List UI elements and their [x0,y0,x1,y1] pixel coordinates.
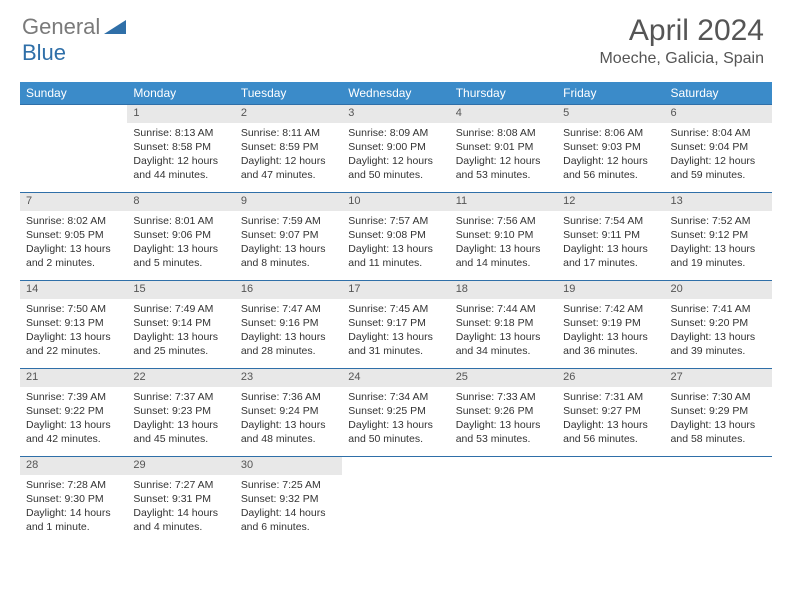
day-cell [665,475,772,545]
day-number: 28 [20,457,127,475]
weekday-header: Wednesday [342,82,449,105]
logo-blue-wrap: Blue [22,40,66,66]
day-number-row: 14151617181920 [20,281,772,299]
day-content-row: Sunrise: 7:50 AMSunset: 9:13 PMDaylight:… [20,299,772,369]
location: Moeche, Galicia, Spain [599,50,764,68]
day-cell: Sunrise: 7:39 AMSunset: 9:22 PMDaylight:… [20,387,127,457]
day-content-row: Sunrise: 8:02 AMSunset: 9:05 PMDaylight:… [20,211,772,281]
weekday-header: Thursday [450,82,557,105]
day-number: 20 [665,281,772,299]
day-cell [557,475,664,545]
day-content-row: Sunrise: 7:28 AMSunset: 9:30 PMDaylight:… [20,475,772,545]
day-number-row: 78910111213 [20,193,772,211]
day-cell: Sunrise: 7:45 AMSunset: 9:17 PMDaylight:… [342,299,449,369]
weekday-header: Saturday [665,82,772,105]
day-number: 11 [450,193,557,211]
day-cell: Sunrise: 8:11 AMSunset: 8:59 PMDaylight:… [235,123,342,193]
day-number: 17 [342,281,449,299]
day-cell: Sunrise: 7:36 AMSunset: 9:24 PMDaylight:… [235,387,342,457]
day-cell: Sunrise: 7:49 AMSunset: 9:14 PMDaylight:… [127,299,234,369]
day-content-row: Sunrise: 8:13 AMSunset: 8:58 PMDaylight:… [20,123,772,193]
weekday-header: Friday [557,82,664,105]
day-number [665,457,772,475]
day-cell: Sunrise: 8:04 AMSunset: 9:04 PMDaylight:… [665,123,772,193]
day-cell: Sunrise: 7:56 AMSunset: 9:10 PMDaylight:… [450,211,557,281]
day-cell: Sunrise: 7:37 AMSunset: 9:23 PMDaylight:… [127,387,234,457]
weekday-header: Monday [127,82,234,105]
title-block: April 2024 Moeche, Galicia, Spain [599,14,764,68]
day-cell: Sunrise: 7:59 AMSunset: 9:07 PMDaylight:… [235,211,342,281]
day-cell [450,475,557,545]
day-content-row: Sunrise: 7:39 AMSunset: 9:22 PMDaylight:… [20,387,772,457]
day-cell: Sunrise: 8:01 AMSunset: 9:06 PMDaylight:… [127,211,234,281]
day-cell: Sunrise: 7:47 AMSunset: 9:16 PMDaylight:… [235,299,342,369]
day-number: 21 [20,369,127,387]
day-number: 13 [665,193,772,211]
day-number: 22 [127,369,234,387]
logo-text-gray: General [22,14,100,40]
day-number: 24 [342,369,449,387]
day-cell: Sunrise: 7:41 AMSunset: 9:20 PMDaylight:… [665,299,772,369]
logo: General [22,14,128,40]
day-number: 18 [450,281,557,299]
day-number: 19 [557,281,664,299]
day-number [450,457,557,475]
day-number: 14 [20,281,127,299]
day-number: 6 [665,105,772,123]
day-number-row: 21222324252627 [20,369,772,387]
logo-triangle-icon [104,16,126,39]
day-cell: Sunrise: 7:25 AMSunset: 9:32 PMDaylight:… [235,475,342,545]
day-number [557,457,664,475]
day-number: 9 [235,193,342,211]
day-number: 1 [127,105,234,123]
day-number: 7 [20,193,127,211]
day-number: 5 [557,105,664,123]
day-cell: Sunrise: 7:50 AMSunset: 9:13 PMDaylight:… [20,299,127,369]
day-cell: Sunrise: 7:30 AMSunset: 9:29 PMDaylight:… [665,387,772,457]
day-cell: Sunrise: 7:31 AMSunset: 9:27 PMDaylight:… [557,387,664,457]
day-cell: Sunrise: 7:54 AMSunset: 9:11 PMDaylight:… [557,211,664,281]
day-cell: Sunrise: 8:13 AMSunset: 8:58 PMDaylight:… [127,123,234,193]
day-number [20,105,127,123]
day-cell: Sunrise: 7:42 AMSunset: 9:19 PMDaylight:… [557,299,664,369]
day-cell: Sunrise: 7:27 AMSunset: 9:31 PMDaylight:… [127,475,234,545]
day-number: 29 [127,457,234,475]
day-number: 2 [235,105,342,123]
month-title: April 2024 [599,14,764,48]
calendar-table: Sunday Monday Tuesday Wednesday Thursday… [20,82,772,545]
header: General April 2024 Moeche, Galicia, Spai… [0,0,792,74]
day-number [342,457,449,475]
day-number: 23 [235,369,342,387]
day-number: 12 [557,193,664,211]
day-number: 16 [235,281,342,299]
day-number: 8 [127,193,234,211]
logo-text-blue: Blue [22,40,66,65]
day-number-row: 282930 [20,457,772,475]
day-cell: Sunrise: 8:06 AMSunset: 9:03 PMDaylight:… [557,123,664,193]
weekday-header: Tuesday [235,82,342,105]
day-number: 10 [342,193,449,211]
day-cell: Sunrise: 8:02 AMSunset: 9:05 PMDaylight:… [20,211,127,281]
day-number: 15 [127,281,234,299]
day-cell: Sunrise: 7:33 AMSunset: 9:26 PMDaylight:… [450,387,557,457]
day-cell: Sunrise: 7:34 AMSunset: 9:25 PMDaylight:… [342,387,449,457]
day-number: 4 [450,105,557,123]
day-number: 26 [557,369,664,387]
day-cell: Sunrise: 7:44 AMSunset: 9:18 PMDaylight:… [450,299,557,369]
day-number: 27 [665,369,772,387]
day-number: 30 [235,457,342,475]
day-number-row: 123456 [20,105,772,123]
day-cell: Sunrise: 8:08 AMSunset: 9:01 PMDaylight:… [450,123,557,193]
weekday-header-row: Sunday Monday Tuesday Wednesday Thursday… [20,82,772,105]
day-cell: Sunrise: 7:52 AMSunset: 9:12 PMDaylight:… [665,211,772,281]
day-number: 3 [342,105,449,123]
day-cell [20,123,127,193]
day-number: 25 [450,369,557,387]
day-cell: Sunrise: 7:57 AMSunset: 9:08 PMDaylight:… [342,211,449,281]
day-cell: Sunrise: 8:09 AMSunset: 9:00 PMDaylight:… [342,123,449,193]
day-cell [342,475,449,545]
weekday-header: Sunday [20,82,127,105]
day-cell: Sunrise: 7:28 AMSunset: 9:30 PMDaylight:… [20,475,127,545]
